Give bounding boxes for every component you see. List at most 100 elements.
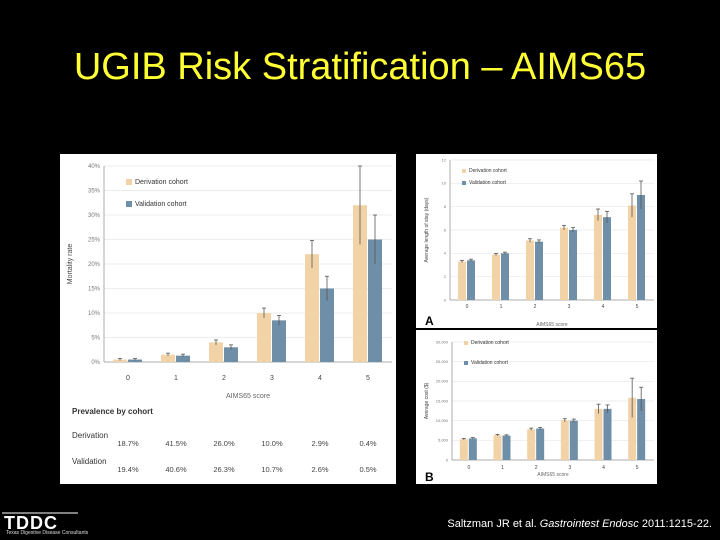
citation: Saltzman JR et al. Gastrointest Endosc 2… [447, 518, 712, 530]
legend-label-derivation: Derivation cohort [135, 179, 188, 186]
bar-derivation [594, 214, 602, 300]
bar-validation [368, 239, 382, 362]
bar-derivation [594, 408, 603, 460]
mortality-chart: 0% 5% 10% 15% 20% 25% 30% 35% 40% 0 1 2 3 4 5 AIMS65 sc… [67, 164, 392, 474]
bar-derivation [209, 342, 223, 362]
x-tick-label: 4 [318, 375, 322, 382]
x-tick-label: 2 [222, 375, 226, 382]
logo-text: TDDC [4, 513, 58, 533]
panel-label: A [425, 314, 434, 328]
cost-chart: 0 5,000 10,000 15,000 20,000 25,000 30,000 0 1 2 3… [424, 339, 654, 484]
x-tick-label: 2 [534, 304, 537, 310]
legend-label-validation: Validation cohort [471, 360, 508, 366]
y-tick-label: 10,000 [436, 418, 449, 423]
y-tick-label: 25% [88, 238, 101, 244]
y-tick-label: 20,000 [436, 379, 449, 384]
table-cell: 26.3% [213, 465, 235, 474]
legend-label-validation: Validation cohort [135, 201, 187, 208]
bar-derivation [492, 254, 500, 300]
table-cell: 10.0% [261, 439, 283, 448]
bar-derivation [257, 313, 271, 362]
bar-validation [535, 241, 543, 300]
bar-derivation [459, 439, 468, 460]
y-tick-label: 35% [88, 189, 101, 195]
slide-title: UGIB Risk Stratification – AIMS65 [73, 46, 647, 88]
x-tick-label: 2 [535, 465, 538, 471]
cost-chart-panel: 0 5,000 10,000 15,000 20,000 25,000 30,000 0 1 2 3… [416, 330, 657, 484]
bar-validation [272, 320, 286, 362]
bar-derivation [305, 254, 319, 362]
bar-validation [536, 428, 545, 460]
y-tick-label: 0 [446, 457, 449, 462]
bar-derivation [353, 205, 367, 362]
x-axis-label: AIMS65 score [536, 322, 568, 328]
table-cell: 10.7% [261, 465, 283, 474]
x-tick-label: 3 [270, 375, 274, 382]
y-tick-label: 0 [444, 297, 447, 302]
y-tick-label: 8 [444, 204, 447, 209]
legend-label-validation: Validation cohort [469, 180, 506, 186]
logo-subtext: Texas Digestive Disease Consultants [6, 530, 89, 536]
bar-validation [637, 399, 646, 460]
tddc-logo [2, 512, 78, 538]
y-axis-label: Average cost ($) [424, 382, 430, 419]
legend-label-derivation: Derivation cohort [471, 340, 509, 346]
citation-journal: Gastrointest Endosc [539, 518, 639, 530]
table-header: Prevalence by cohort [72, 407, 153, 416]
bar-validation [637, 195, 645, 300]
x-tick-label: 4 [602, 465, 605, 471]
bar-validation [603, 408, 612, 460]
x-axis-label: AIMS65 score [226, 393, 270, 400]
bar-validation [467, 260, 475, 300]
bar-validation [502, 435, 511, 460]
bar-derivation [527, 429, 536, 460]
bar-derivation [628, 205, 636, 300]
table-row-label: Derivation [72, 431, 108, 440]
table-cell: 26.0% [213, 439, 235, 448]
y-tick-label: 5,000 [438, 438, 449, 443]
x-tick-label: 5 [636, 465, 639, 471]
x-tick-label: 5 [636, 304, 639, 310]
y-axis-label: Mortality rate [67, 244, 74, 285]
table-row-label: Validation [72, 457, 107, 466]
bar-validation [176, 355, 190, 362]
bar-derivation [628, 397, 637, 460]
bar-derivation [560, 227, 568, 300]
x-tick-label: 1 [500, 304, 503, 310]
citation-rest: 2011:1215-22. [638, 518, 712, 530]
bar-validation [501, 253, 509, 300]
x-tick-label: 3 [568, 465, 571, 471]
bar-validation [320, 288, 334, 362]
bar-validation [468, 438, 477, 460]
y-tick-label: 25,000 [436, 359, 449, 364]
y-tick-label: 5% [91, 336, 100, 342]
legend-swatch-validation [462, 181, 466, 185]
y-tick-label: 0% [91, 360, 100, 366]
y-tick-label: 20% [88, 262, 101, 268]
table-cell: 41.5% [165, 439, 187, 448]
panel-label: B [425, 470, 434, 484]
table-cell: 0.5% [359, 465, 376, 474]
y-tick-label: 15,000 [436, 398, 449, 403]
bar-validation [224, 347, 238, 362]
y-axis-label: Average length of stay (days) [424, 197, 430, 262]
bar-derivation [560, 420, 569, 460]
x-tick-label: 0 [466, 304, 469, 310]
y-tick-label: 6 [444, 227, 447, 232]
los-chart-panel: 0 2 4 6 8 10 12 0 1 2 3 4 5 AIMS65 score Average lengt… [416, 154, 657, 328]
y-tick-label: 40% [88, 164, 101, 170]
legend-swatch-derivation [462, 169, 466, 173]
x-tick-label: 0 [126, 375, 130, 382]
x-tick-label: 4 [602, 304, 605, 310]
mortality-chart-panel: 0% 5% 10% 15% 20% 25% 30% 35% 40% 0 1 2 3 4 5 AIMS65 sc… [60, 154, 396, 484]
table-cell: 18.7% [117, 439, 139, 448]
bar-validation [603, 217, 611, 300]
bar-derivation [493, 435, 502, 460]
bar-derivation [526, 240, 534, 300]
table-cell: 2.6% [311, 465, 328, 474]
x-tick-label: 0 [467, 465, 470, 471]
bar-derivation [458, 261, 466, 300]
legend-swatch-validation [126, 201, 132, 207]
y-tick-label: 2 [444, 274, 447, 279]
legend-swatch-validation [464, 361, 468, 365]
